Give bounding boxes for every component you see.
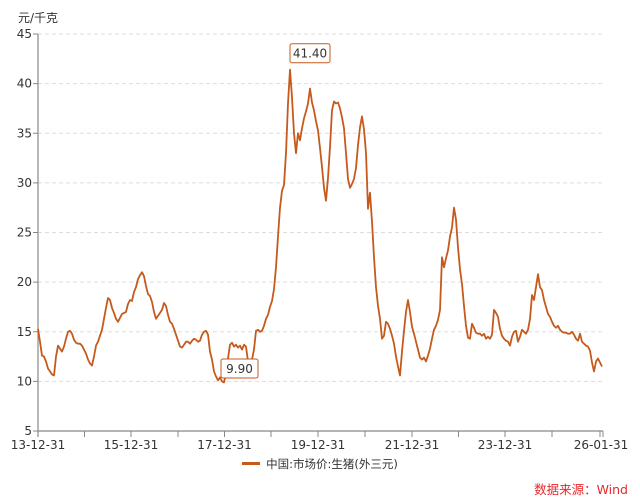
min-value-label: 9.90 (226, 362, 253, 376)
gridlines (38, 33, 603, 382)
y-tick-label: 25 (17, 226, 32, 240)
x-tick-label: 13-12-31 (11, 438, 65, 452)
legend-swatch-line-icon (242, 462, 261, 465)
x-tick-label: 19-12-31 (291, 438, 345, 452)
y-tick-label: 10 (17, 374, 32, 388)
y-tick-label: 30 (17, 176, 32, 190)
y-tick-label: 5 (24, 424, 32, 438)
min-value-callout: 9.90 (220, 358, 259, 379)
y-tick-label: 35 (17, 126, 32, 140)
y-tick-label: 15 (17, 325, 32, 339)
data-source-label: 数据来源：Wind (534, 482, 628, 497)
x-tick-label: 26-01-31 (574, 438, 628, 452)
max-value-callout: 41.40 (289, 43, 331, 64)
x-tick-label: 17-12-31 (197, 438, 251, 452)
price-line-series (37, 68, 603, 384)
y-axis-unit-label: 元/千克 (18, 11, 59, 25)
x-axis: 13-12-31 15-12-31 17-12-31 19-12-31 21-12-31… (11, 430, 628, 452)
y-tick-label: 20 (17, 275, 32, 289)
y-tick-label: 45 (17, 27, 32, 41)
x-tick-label: 21-12-31 (385, 438, 439, 452)
y-tick-label: 40 (17, 77, 32, 91)
x-tick-label: 23-12-31 (478, 438, 532, 452)
max-value-label: 41.40 (293, 47, 327, 61)
legend-series-label: 中国:市场价:生猪(外三元) (266, 457, 398, 471)
y-axis: 5 10 15 20 25 30 35 40 45 (17, 27, 39, 438)
x-tick-label: 15-12-31 (104, 438, 158, 452)
legend[interactable]: 中国:市场价:生猪(外三元) (0, 456, 640, 472)
